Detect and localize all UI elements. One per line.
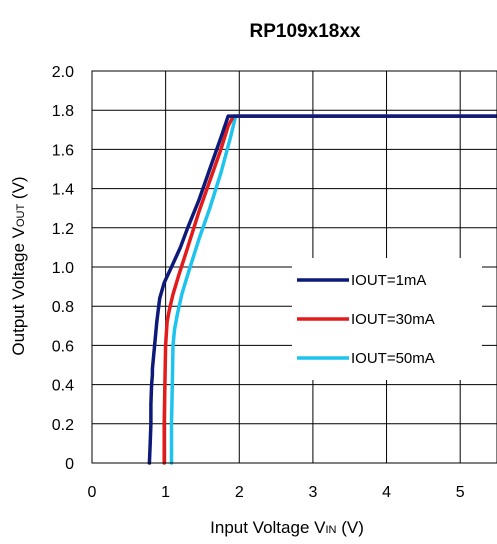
x-tick-label: 4 [382, 484, 391, 501]
series-line [147, 114, 497, 465]
x-tick-label: 5 [456, 484, 465, 501]
y-tick-label: 1.2 [52, 221, 74, 238]
x-tick-label: 1 [161, 484, 170, 501]
y-tick-label: 0 [65, 456, 74, 473]
plot-area [91, 70, 497, 464]
y-tick-label: 1.8 [52, 103, 74, 120]
y-tick-label: 1.6 [52, 142, 74, 159]
y-tick-label: 2.0 [52, 64, 74, 81]
x-axis-label-unit: (V) [336, 518, 363, 537]
y-axis-label-main: Output Voltage V [9, 226, 28, 355]
x-tick-label: 0 [88, 484, 97, 501]
y-axis-label-subscript: OUT [15, 204, 27, 228]
y-tick-label: 0.8 [52, 299, 74, 316]
legend-label: IOUT=1mA [351, 272, 426, 289]
x-tick-labels: 0 1 2 3 4 5 [88, 484, 465, 501]
series-line [162, 114, 497, 465]
x-axis-label-main: Input Voltage V [210, 518, 326, 537]
series-line [169, 114, 497, 465]
legend: IOUT=1mA IOUT=30mA IOUT=50mA [292, 258, 482, 380]
y-tick-label: 0.4 [52, 378, 74, 395]
y-tick-label: 1.0 [52, 260, 74, 277]
chart-title: RP109x18xx [250, 21, 361, 42]
series-lines [147, 114, 497, 465]
y-tick-label: 0.2 [52, 417, 74, 434]
x-tick-label: 3 [308, 484, 317, 501]
y-axis-label: Output Voltage VOUT (V) [9, 176, 28, 355]
y-axis-label-unit: (V) [9, 176, 28, 203]
y-tick-label: 0.6 [52, 338, 74, 355]
x-axis-label: Input Voltage VIN (V) [210, 518, 364, 537]
y-tick-labels: 0 0.2 0.4 0.6 0.8 1.0 1.2 1.4 1.6 1.8 2.0 [52, 64, 74, 473]
legend-label: IOUT=30mA [351, 311, 435, 328]
x-tick-label: 2 [235, 484, 244, 501]
y-tick-label: 1.4 [52, 182, 74, 199]
x-axis-label-subscript: IN [325, 524, 336, 536]
legend-label: IOUT=50mA [351, 350, 435, 367]
